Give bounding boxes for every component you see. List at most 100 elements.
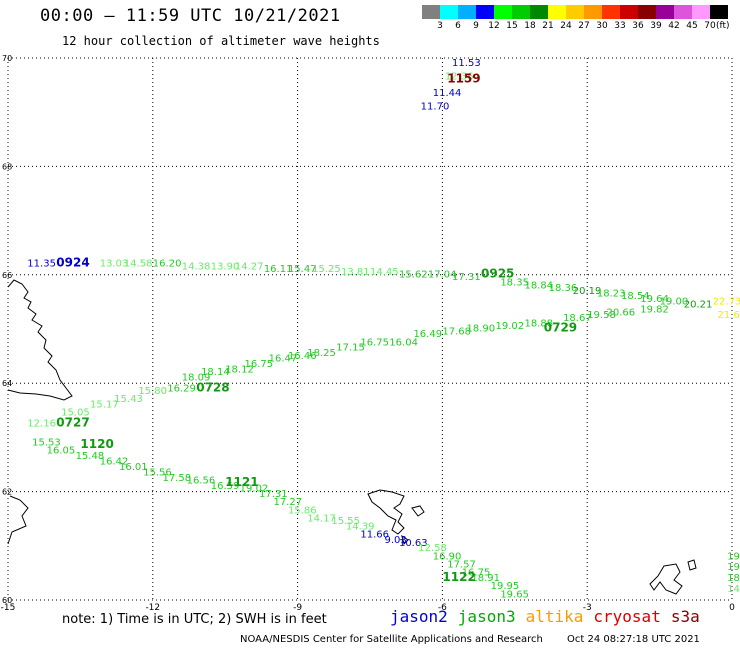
page-title: 00:00 – 11:59 UTC 10/21/2021 (40, 6, 341, 26)
pass-times-layer: 0924 0925 0729 0728 0727 1120 1121 1122 1159 (56, 71, 577, 584)
wave-height-label: 16.59 (211, 481, 240, 492)
faroe-islet (411, 505, 425, 517)
shetland-islet (687, 559, 697, 571)
pass-time-label: 0925 (481, 267, 514, 281)
color-legend (422, 5, 728, 19)
wave-height-label: 15.25 (312, 264, 341, 275)
wave-height-label: 9.03 (384, 535, 406, 546)
legend-label: 18 (524, 21, 536, 31)
footer-note: note: 1) Time is in UTC; 2) SWH is in fe… (62, 612, 327, 627)
pass-time-label: 0728 (196, 380, 229, 394)
wave-height-label: 18.12 (225, 364, 254, 375)
pass-time-label: 0924 (56, 256, 89, 270)
legend-unit: (ft) (716, 21, 730, 31)
wave-height-label: 16.90 (433, 551, 462, 562)
wave-height-label: 19.58 (587, 310, 616, 321)
wave-height-label: 17.68 (442, 326, 471, 337)
wave-height-label: 19.65 (500, 589, 529, 600)
credit-line: NOAA/NESDIS Center for Satellite Applica… (240, 634, 543, 645)
wave-height-label: 15.80 (138, 386, 167, 397)
wave-height-label: 16.04 (389, 337, 418, 348)
lon-tick-label: 0 (729, 603, 735, 613)
faroe-islet (401, 534, 409, 545)
wave-height-label: 16.75 (462, 568, 491, 579)
color-legend-labels: 3 6 9 12 15 18 21 24 27 30 33 36 39 42 45 70 (422, 21, 719, 31)
wave-height-label: 12.16 (27, 419, 56, 430)
legend-swatch (674, 5, 692, 19)
wave-height-label: 17.31 (259, 489, 288, 500)
lon-tick-label: -15 (1, 603, 16, 613)
wave-height-label: 14.17 (307, 513, 336, 524)
wave-height-label: 11.66 (360, 530, 389, 541)
legend-label: 30 (596, 21, 608, 31)
lat-tick-label: 62 (2, 488, 12, 497)
legend-label: 36 (632, 21, 644, 31)
legend-swatch (656, 5, 674, 19)
wave-height-label: 15.48 (76, 451, 105, 462)
wave-height-label: 18.14 (201, 367, 230, 378)
wave-height-label: 20.19 (573, 286, 602, 297)
legend-swatch (440, 5, 458, 19)
legend-swatch (422, 5, 440, 19)
wave-height-label: 18.09 (182, 372, 211, 383)
legend-swatch (710, 5, 728, 19)
wave-height-label: 19 (727, 562, 740, 573)
legend-swatch (512, 5, 530, 19)
wave-height-label: 16.05 (47, 446, 76, 457)
wave-height-label: 18 (727, 573, 740, 584)
wave-height-label: 19.02 (240, 484, 269, 495)
legend-label: 45 (686, 21, 698, 31)
wave-height-label: 16.01 (119, 462, 148, 473)
wave-height-label: 13.90 (211, 261, 240, 272)
legend-label: 70 (704, 21, 716, 31)
wave-height-label: 15.53 (32, 438, 61, 449)
satellite-cryosat: cryosat (593, 607, 661, 626)
wave-height-label: 16.11 (264, 264, 293, 275)
page-subtitle: 12 hour collection of altimeter wave hei… (62, 34, 380, 48)
legend-label: 9 (473, 21, 479, 31)
wave-height-label: 18.25 (307, 348, 336, 359)
wave-height-label: 11.44 (433, 88, 462, 99)
lat-tick-label: 60 (2, 596, 12, 605)
legend-swatch (476, 5, 494, 19)
wave-height-label: 22.73 (713, 297, 740, 308)
wave-height-label: 19 (727, 551, 740, 562)
wave-height-label: 17.15 (336, 343, 365, 354)
legend-swatch (548, 5, 566, 19)
legend-swatch (620, 5, 638, 19)
wave-height-label: 18.23 (597, 288, 626, 299)
legend-label: 42 (668, 21, 680, 31)
wave-height-label: 20.66 (607, 307, 636, 318)
wave-height-label: 15.62 (399, 270, 428, 281)
wave-height-label: 16.49 (413, 329, 442, 340)
wave-height-label: 20.21 (684, 299, 713, 310)
legend-swatch (530, 5, 548, 19)
legend-label: 6 (455, 21, 461, 31)
iceland-coastline (7, 279, 73, 401)
wave-height-label: 15.86 (288, 505, 317, 516)
wave-height-label: 13.81 (341, 267, 370, 278)
wave-height-label: 14.27 (235, 261, 264, 272)
lon-tick-label: -6 (438, 603, 447, 613)
lat-tick-label: 64 (2, 379, 12, 388)
wave-height-label: 19.02 (495, 321, 524, 332)
pass-time-label: 1120 (80, 437, 113, 451)
wave-height-label: 16.47 (269, 354, 298, 365)
wave-height-label: 19.95 (491, 581, 520, 592)
wave-height-label: 18.35 (500, 278, 529, 289)
satellite-s3a: s3a (670, 607, 700, 626)
wave-height-label: 17.31 (452, 272, 481, 283)
wave-height-label: 17.27 (273, 497, 302, 508)
shetland-islands (649, 563, 683, 595)
wave-height-label: 21.66 (718, 310, 740, 321)
wave-height-label: 16.56 (187, 475, 216, 486)
legend-swatch (566, 5, 584, 19)
wave-height-label: 11.53 (452, 58, 481, 69)
wave-height-label: 19.64 (640, 294, 669, 305)
legend-swatch (692, 5, 710, 19)
wave-height-label: 18.36 (549, 283, 578, 294)
legend-label: 24 (560, 21, 572, 31)
legend-label: 21 (542, 21, 554, 31)
satellite-altika: altika (525, 607, 584, 626)
